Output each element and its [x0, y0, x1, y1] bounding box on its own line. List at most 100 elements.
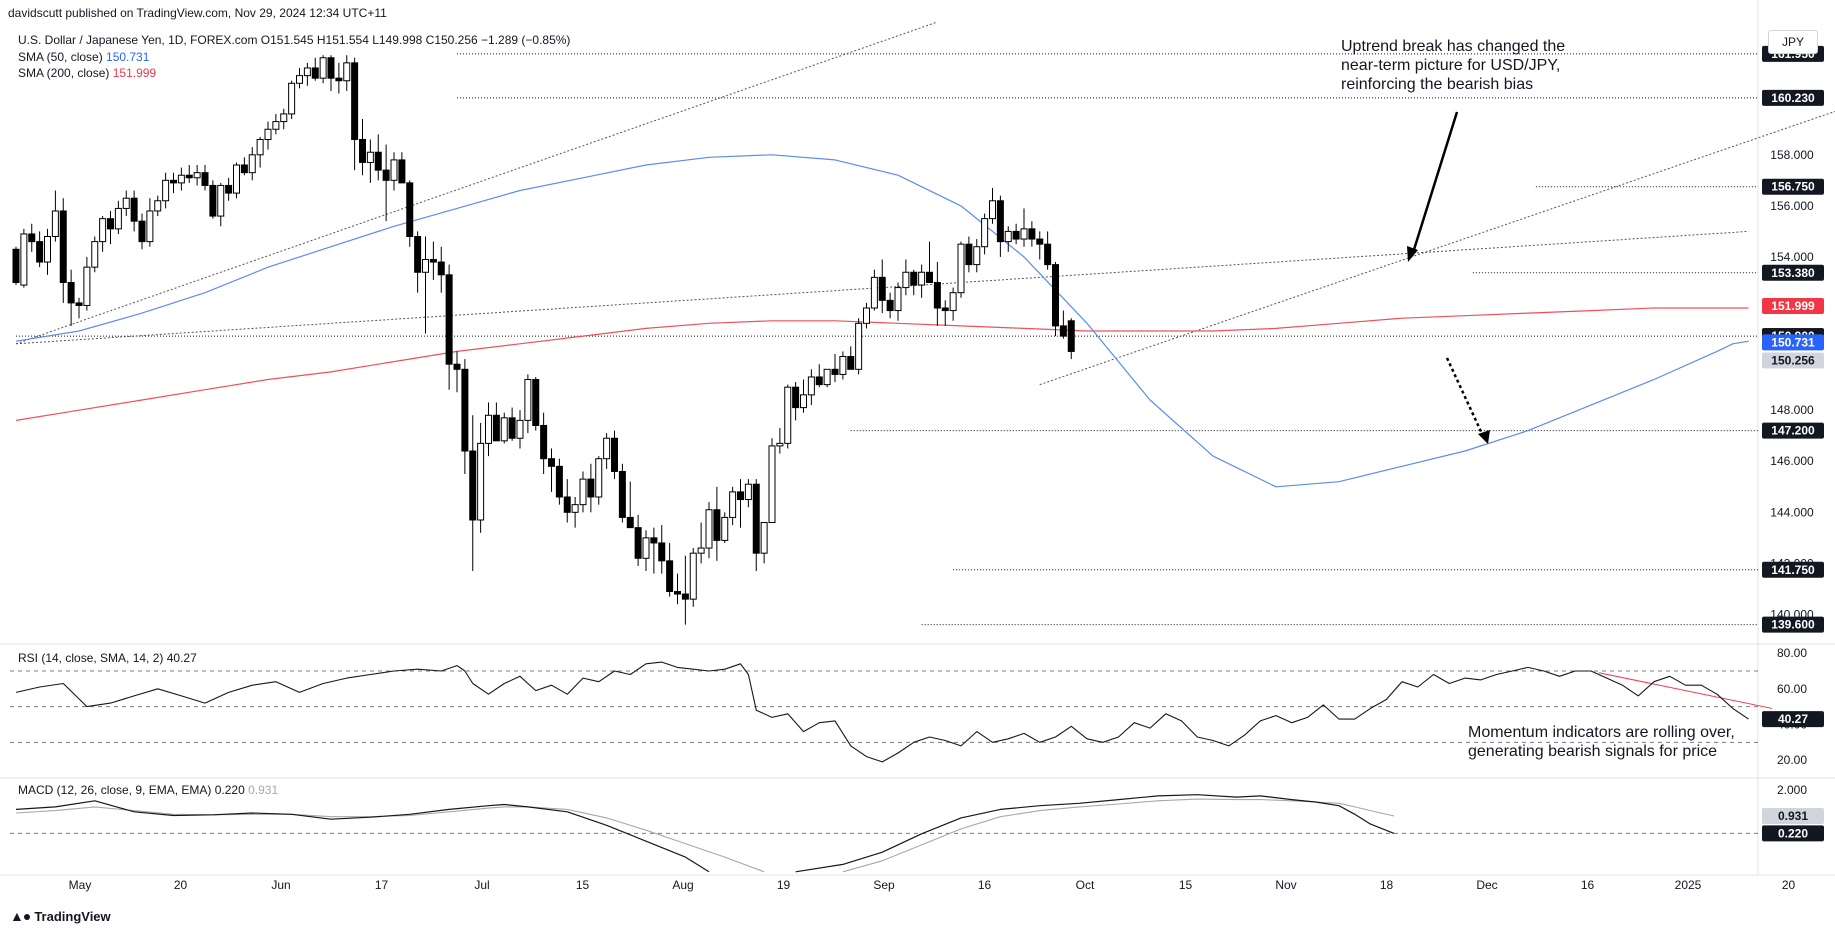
candle-body	[437, 261, 445, 276]
candle	[154, 195, 162, 217]
candle	[744, 479, 752, 508]
candle	[886, 292, 894, 319]
level-badge	[1762, 422, 1824, 439]
candle-body	[847, 356, 855, 370]
candle	[99, 216, 107, 252]
candle-body	[886, 299, 894, 312]
candle	[524, 374, 532, 434]
candle-body	[99, 218, 107, 243]
candle-body	[1052, 264, 1059, 327]
arrow-uptrend-break	[1410, 111, 1459, 257]
candle-body	[965, 243, 973, 266]
ohlc-value: 151.545	[270, 33, 317, 47]
time-tick-label: 16	[1581, 878, 1595, 892]
rsi-divergence-line	[1598, 672, 1773, 709]
candle-body	[1004, 230, 1012, 243]
candle-body	[154, 200, 162, 212]
candle-body	[374, 151, 382, 171]
macd-signal-line	[842, 798, 1395, 873]
candle	[1020, 208, 1028, 247]
time-tick-label: Nov	[1275, 878, 1296, 892]
candle-body	[209, 184, 217, 217]
candle-body	[422, 258, 429, 273]
candle	[516, 410, 524, 449]
candle-body	[894, 287, 902, 312]
candle	[414, 231, 422, 293]
candle-body	[658, 542, 666, 562]
currency-button[interactable]: JPY	[1768, 30, 1818, 54]
candle-body	[666, 560, 674, 592]
level-badge-label: 139.600	[1771, 618, 1815, 632]
candle-body	[225, 184, 233, 194]
candle	[705, 502, 713, 559]
rsi-legend-value: 40.27	[167, 651, 197, 665]
time-tick-label: 16	[978, 878, 992, 892]
candle-body	[445, 274, 453, 365]
time-tick-label: 19	[777, 878, 791, 892]
candle-body	[555, 465, 563, 498]
candle	[114, 200, 122, 234]
candle-body	[855, 322, 863, 370]
candle	[658, 525, 666, 574]
candle	[91, 236, 99, 273]
candle-body	[36, 241, 44, 263]
time-tick-label: Aug	[672, 878, 693, 892]
annotation-arrows	[1407, 111, 1490, 444]
candle	[201, 165, 209, 191]
candle	[839, 351, 847, 380]
candle-body	[303, 67, 311, 77]
candle-body	[1044, 243, 1052, 266]
candle	[67, 269, 75, 326]
candle	[776, 428, 784, 454]
candle	[768, 438, 776, 524]
candle	[760, 522, 768, 564]
candle-body	[524, 379, 532, 421]
candle	[437, 246, 445, 293]
candle-body	[201, 172, 209, 186]
candle	[918, 264, 926, 298]
macd-line	[795, 794, 1395, 873]
candle-body	[122, 197, 130, 209]
candle-body	[910, 271, 918, 286]
candle	[335, 62, 343, 94]
candle	[453, 351, 461, 393]
annotation-line: generating bearish signals for price	[1468, 743, 1718, 760]
time-tick-label: 20	[174, 878, 188, 892]
candle-body	[611, 437, 618, 472]
candle-body	[288, 82, 296, 115]
candle	[429, 241, 437, 280]
time-tick-label: Oct	[1076, 878, 1095, 892]
candle	[272, 113, 280, 135]
candle	[1012, 223, 1020, 245]
macd-legend: MACD (12, 26, close, 9, EMA, EMA) 0.220 …	[18, 783, 278, 797]
candle	[83, 256, 91, 311]
time-tick-label: Jul	[474, 878, 489, 892]
candle	[965, 236, 973, 273]
candle-body	[398, 159, 406, 184]
trendline	[1039, 110, 1835, 386]
level-badge	[1762, 616, 1824, 633]
tradingview-mark-icon: ▲●	[10, 908, 31, 924]
candle-body	[67, 281, 75, 304]
candle-body	[689, 552, 697, 600]
candle	[44, 228, 51, 275]
candle-body	[973, 246, 981, 266]
candle-body	[595, 458, 603, 498]
candle-body	[768, 445, 776, 524]
candle-body	[296, 75, 303, 84]
candle	[296, 67, 303, 89]
candle-body	[721, 516, 729, 541]
candle-body	[1012, 230, 1020, 240]
candle-body	[264, 128, 272, 140]
level-badge	[1762, 89, 1824, 106]
candles	[12, 55, 1075, 625]
candle	[461, 359, 469, 475]
trendline	[15, 21, 938, 345]
candle-body	[177, 174, 185, 184]
candle-body	[776, 442, 784, 447]
price-tick-label: 144.000	[1770, 505, 1814, 519]
price-badge-label: 150.731	[1771, 335, 1815, 349]
candle-body	[548, 458, 555, 467]
candle	[563, 479, 571, 523]
